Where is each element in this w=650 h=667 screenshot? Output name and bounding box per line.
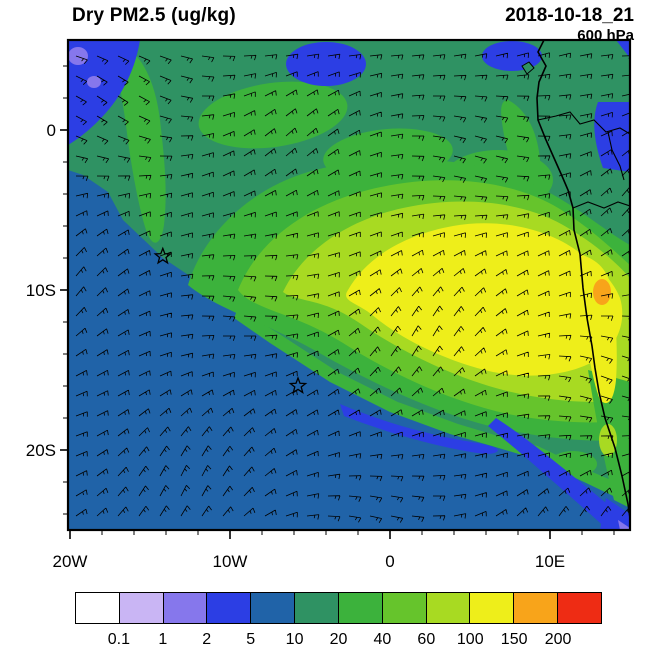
region-green-patch-1 — [198, 81, 348, 149]
region-blue-top-center — [286, 42, 366, 86]
colorbar-cell — [338, 593, 383, 623]
region-violet-nw-1 — [68, 47, 88, 65]
figure-datetime: 2018-10-18_21 — [505, 5, 634, 26]
region-blue-coastal-band — [488, 418, 630, 530]
country-border-1 — [537, 111, 630, 135]
colorbar-cell — [76, 593, 120, 623]
colorbar-cell — [470, 593, 515, 623]
x-axis-tick-label-10w: 10W — [212, 552, 248, 571]
colorbar-cell — [426, 593, 471, 623]
x-axis-tick-label-0: 0 — [385, 552, 395, 571]
colorbar-label: 60 — [417, 631, 436, 648]
region-green-coast-band — [501, 100, 541, 191]
contour-fill-layer — [68, 40, 630, 530]
colorbar-label: 100 — [456, 631, 484, 648]
region-blue-nw — [68, 40, 140, 145]
map-plot — [60, 38, 632, 539]
x-axis-tick-label-10e: 10E — [534, 552, 566, 571]
island-bioko — [521, 61, 535, 75]
region-violet-nw-2 — [87, 76, 101, 88]
colorbar-cell — [163, 593, 208, 623]
map-frame — [66, 38, 632, 532]
colorbar-cell — [382, 593, 427, 623]
station-star-icon — [153, 246, 173, 265]
colorbar-label: 40 — [373, 631, 392, 648]
y-axis-tick-label-20s: 20S — [25, 441, 56, 460]
station-star-icon — [288, 376, 308, 394]
region-plume-core — [346, 223, 623, 376]
colorbar-cell — [295, 593, 339, 623]
country-border-3 — [607, 131, 625, 181]
region-green-streak-west — [118, 45, 166, 243]
colorbar-label: 200 — [544, 631, 572, 648]
colorbar-cell — [251, 593, 296, 623]
colorbar-label: 2 — [202, 631, 212, 648]
y-axis-tick-label-0: 0 — [46, 121, 56, 140]
colorbar-cell — [207, 593, 252, 623]
colorbar-label: 5 — [246, 631, 256, 648]
colorbar-cell — [119, 593, 164, 623]
station-markers-layer — [153, 246, 308, 394]
colorbar-label: 10 — [285, 631, 304, 648]
y-axis-tick-label-10s: 10S — [25, 281, 56, 300]
country-border-2 — [572, 201, 630, 209]
colorbar-label: 20 — [329, 631, 348, 648]
region-blue-filament — [340, 404, 498, 454]
wind-barbs-layer — [75, 52, 630, 524]
region-orange-max — [593, 279, 611, 305]
region-blue-ne-corner — [616, 40, 630, 58]
figure-title: Dry PM2.5 (ug/kg) — [72, 5, 236, 26]
colorbar-label: 0.1 — [107, 631, 131, 648]
colorbar-cell — [514, 593, 559, 623]
colorbar-label: 1 — [158, 631, 168, 648]
region-blue-se-corner — [600, 498, 630, 530]
colorbar-cell — [558, 593, 601, 623]
x-axis-tick-label-20w: 20W — [52, 552, 88, 571]
colorbar — [75, 592, 602, 624]
colorbar-labels: 0.1 1 2 5 10 20 40 60 100 150 200 — [0, 631, 650, 651]
region-violet-se-corner — [618, 520, 630, 530]
region-land-yellowgreen — [599, 424, 617, 456]
coastline — [536, 40, 630, 519]
colorbar-label: 150 — [500, 631, 528, 648]
